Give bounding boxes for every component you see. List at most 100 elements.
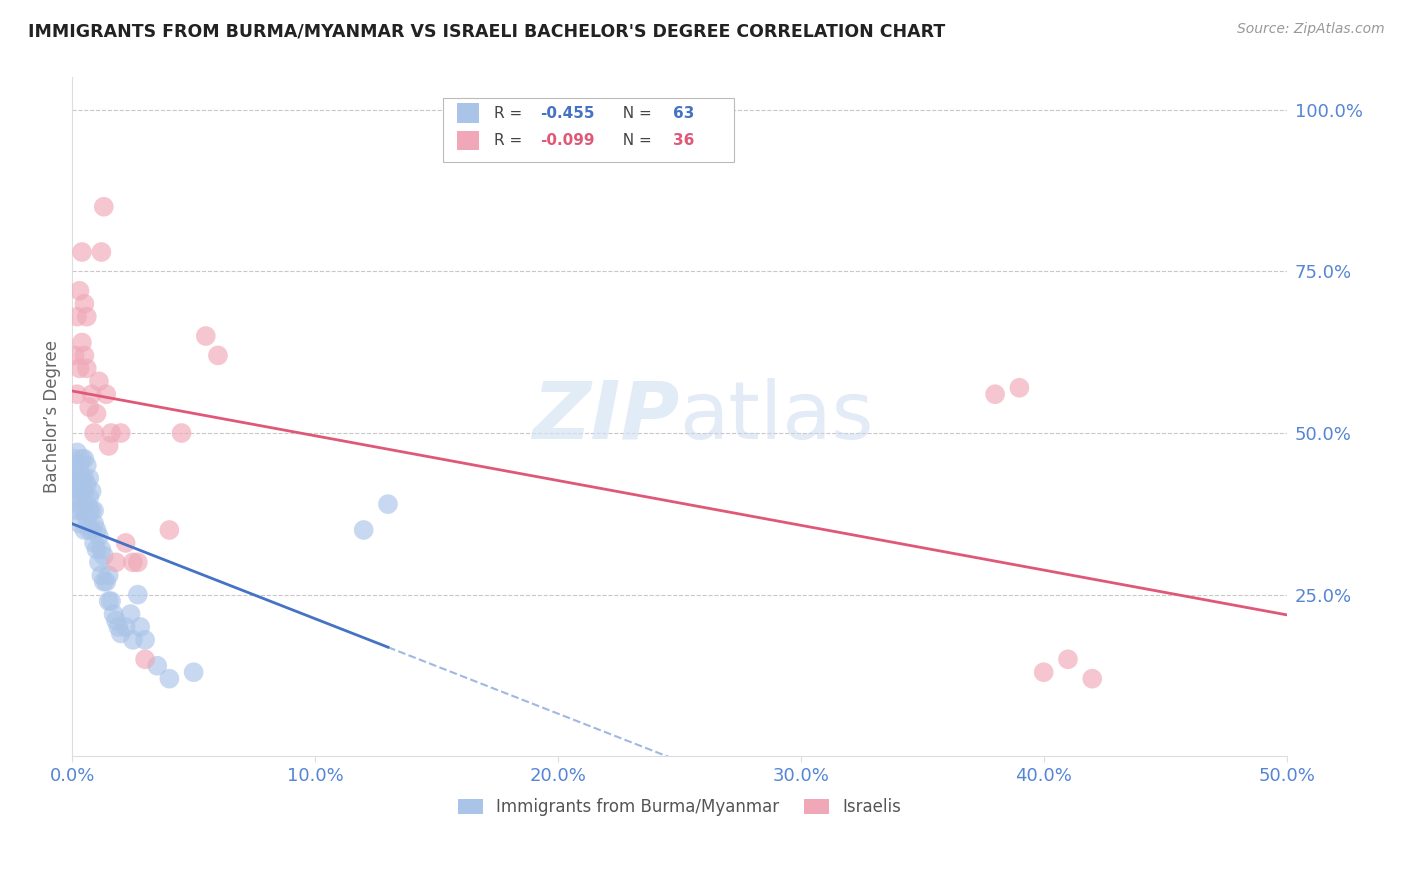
- Point: [66, 445, 89, 459]
- Text: atlas: atlas: [679, 378, 873, 456]
- Point: [77, 523, 100, 537]
- Point: [90, 568, 112, 582]
- Point: [77, 503, 100, 517]
- Point: [170, 425, 193, 440]
- Point: [69, 458, 91, 473]
- Point: [1032, 665, 1054, 680]
- Legend: Immigrants from Burma/Myanmar, Israelis: Immigrants from Burma/Myanmar, Israelis: [451, 791, 908, 822]
- Point: [87, 374, 110, 388]
- Point: [73, 348, 96, 362]
- Point: [73, 296, 96, 310]
- Point: [63, 348, 86, 362]
- Point: [80, 523, 103, 537]
- Point: [70, 503, 93, 517]
- Point: [77, 400, 100, 414]
- Text: Source: ZipAtlas.com: Source: ZipAtlas.com: [1237, 22, 1385, 37]
- Point: [157, 523, 180, 537]
- Point: [100, 594, 122, 608]
- Text: R =: R =: [494, 105, 527, 120]
- Point: [63, 451, 86, 466]
- Point: [73, 471, 96, 485]
- Point: [83, 536, 105, 550]
- Point: [83, 425, 105, 440]
- Bar: [457, 130, 479, 150]
- Point: [70, 471, 93, 485]
- Point: [104, 555, 127, 569]
- Point: [80, 503, 103, 517]
- Point: [377, 497, 399, 511]
- Point: [66, 465, 89, 479]
- Point: [69, 361, 91, 376]
- Point: [77, 491, 100, 505]
- Point: [66, 503, 89, 517]
- Text: N =: N =: [613, 105, 657, 120]
- Point: [86, 523, 108, 537]
- Point: [69, 471, 91, 485]
- Point: [76, 458, 98, 473]
- Point: [73, 503, 96, 517]
- Point: [104, 614, 127, 628]
- Point: [114, 620, 136, 634]
- Point: [86, 407, 108, 421]
- Point: [73, 484, 96, 499]
- Point: [83, 503, 105, 517]
- Point: [90, 542, 112, 557]
- Point: [96, 574, 118, 589]
- Point: [76, 361, 98, 376]
- Y-axis label: Bachelor’s Degree: Bachelor’s Degree: [44, 341, 60, 493]
- Point: [93, 549, 115, 563]
- Point: [100, 425, 122, 440]
- Point: [66, 387, 89, 401]
- Point: [69, 497, 91, 511]
- Point: [146, 658, 169, 673]
- Point: [134, 652, 156, 666]
- Point: [70, 484, 93, 499]
- Point: [80, 387, 103, 401]
- Point: [157, 672, 180, 686]
- Text: ZIP: ZIP: [531, 378, 679, 456]
- Point: [63, 471, 86, 485]
- Point: [66, 491, 89, 505]
- Point: [63, 465, 86, 479]
- Point: [69, 484, 91, 499]
- Point: [1081, 672, 1104, 686]
- Text: -0.455: -0.455: [540, 105, 595, 120]
- Point: [127, 588, 149, 602]
- Point: [110, 626, 132, 640]
- Point: [984, 387, 1007, 401]
- Point: [76, 477, 98, 491]
- Point: [1008, 381, 1031, 395]
- Point: [70, 451, 93, 466]
- Point: [76, 510, 98, 524]
- Point: [207, 348, 229, 362]
- Point: [90, 245, 112, 260]
- Point: [70, 335, 93, 350]
- Point: [134, 632, 156, 647]
- Text: 36: 36: [673, 133, 695, 148]
- Point: [110, 425, 132, 440]
- Point: [103, 607, 125, 621]
- Point: [122, 632, 145, 647]
- Point: [194, 329, 217, 343]
- Bar: [457, 103, 479, 123]
- Text: 63: 63: [673, 105, 695, 120]
- Point: [107, 620, 129, 634]
- Point: [93, 574, 115, 589]
- Point: [129, 620, 152, 634]
- Point: [76, 310, 98, 324]
- Text: IMMIGRANTS FROM BURMA/MYANMAR VS ISRAELI BACHELOR'S DEGREE CORRELATION CHART: IMMIGRANTS FROM BURMA/MYANMAR VS ISRAELI…: [28, 22, 945, 40]
- Text: -0.099: -0.099: [540, 133, 595, 148]
- Point: [66, 310, 89, 324]
- Point: [96, 387, 118, 401]
- Point: [86, 542, 108, 557]
- Point: [73, 451, 96, 466]
- Point: [183, 665, 205, 680]
- Point: [70, 245, 93, 260]
- Point: [80, 484, 103, 499]
- Point: [87, 555, 110, 569]
- Point: [114, 536, 136, 550]
- Point: [1057, 652, 1080, 666]
- Point: [353, 523, 375, 537]
- Point: [97, 594, 120, 608]
- Point: [127, 555, 149, 569]
